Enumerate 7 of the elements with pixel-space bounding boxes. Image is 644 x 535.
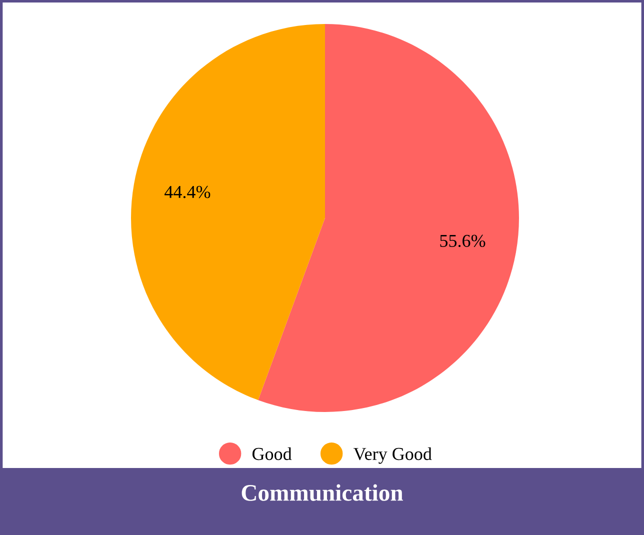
legend-label: Very Good	[353, 447, 432, 464]
pie-slice	[131, 24, 325, 400]
pie-slice	[258, 24, 519, 412]
legend-label: Good	[252, 447, 292, 460]
text: Communication	[242, 484, 403, 501]
data-label: 55.6%	[440, 234, 486, 248]
data-label: 44.4%	[164, 186, 210, 198]
